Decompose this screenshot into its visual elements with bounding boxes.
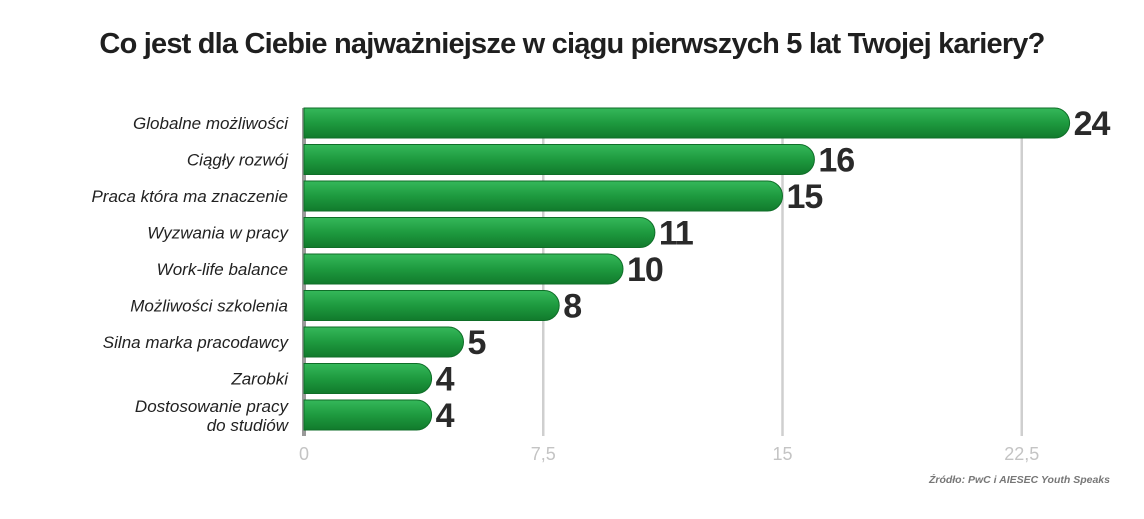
bar bbox=[303, 363, 433, 394]
value-label: 4 bbox=[436, 361, 455, 399]
x-tick-label: 7,5 bbox=[531, 444, 556, 464]
value-label: 8 bbox=[563, 288, 581, 326]
x-tick-label: 15 bbox=[772, 444, 792, 464]
category-label: Możliwości szkolenia bbox=[130, 297, 288, 316]
x-tick-label: 0 bbox=[299, 444, 309, 464]
source-note: Źródło: PwC i AIESEC Youth Speaks bbox=[928, 474, 1110, 486]
value-label: 4 bbox=[436, 397, 455, 435]
category-label: Zarobki bbox=[230, 370, 289, 389]
value-label: 16 bbox=[818, 142, 854, 180]
category-label: Silna marka pracodawcy bbox=[103, 333, 290, 352]
bar bbox=[303, 326, 464, 358]
category-label: Work-life balance bbox=[157, 260, 288, 279]
bar bbox=[303, 290, 560, 321]
bar bbox=[303, 253, 624, 285]
value-label: 11 bbox=[659, 215, 693, 253]
value-label: 5 bbox=[468, 324, 486, 362]
value-label: 10 bbox=[627, 251, 663, 289]
category-label: Globalne możliwości bbox=[133, 114, 289, 133]
bar bbox=[303, 180, 783, 212]
x-tick-label: 22,5 bbox=[1004, 444, 1039, 464]
value-label: 15 bbox=[787, 178, 823, 216]
category-label: do studiów bbox=[207, 416, 290, 435]
bar bbox=[303, 217, 656, 248]
bar bbox=[303, 399, 433, 431]
chart-title: Co jest dla Ciebie najważniejsze w ciągu… bbox=[99, 28, 1045, 60]
category-label: Wyzwania w pracy bbox=[147, 224, 289, 243]
value-label: 24 bbox=[1074, 105, 1111, 143]
bar bbox=[303, 144, 815, 175]
category-label: Ciągły rozwój bbox=[187, 151, 289, 170]
category-label: Dostosowanie pracy bbox=[135, 397, 290, 416]
category-label: Praca która ma znaczenie bbox=[91, 187, 288, 206]
bar bbox=[303, 107, 1071, 139]
